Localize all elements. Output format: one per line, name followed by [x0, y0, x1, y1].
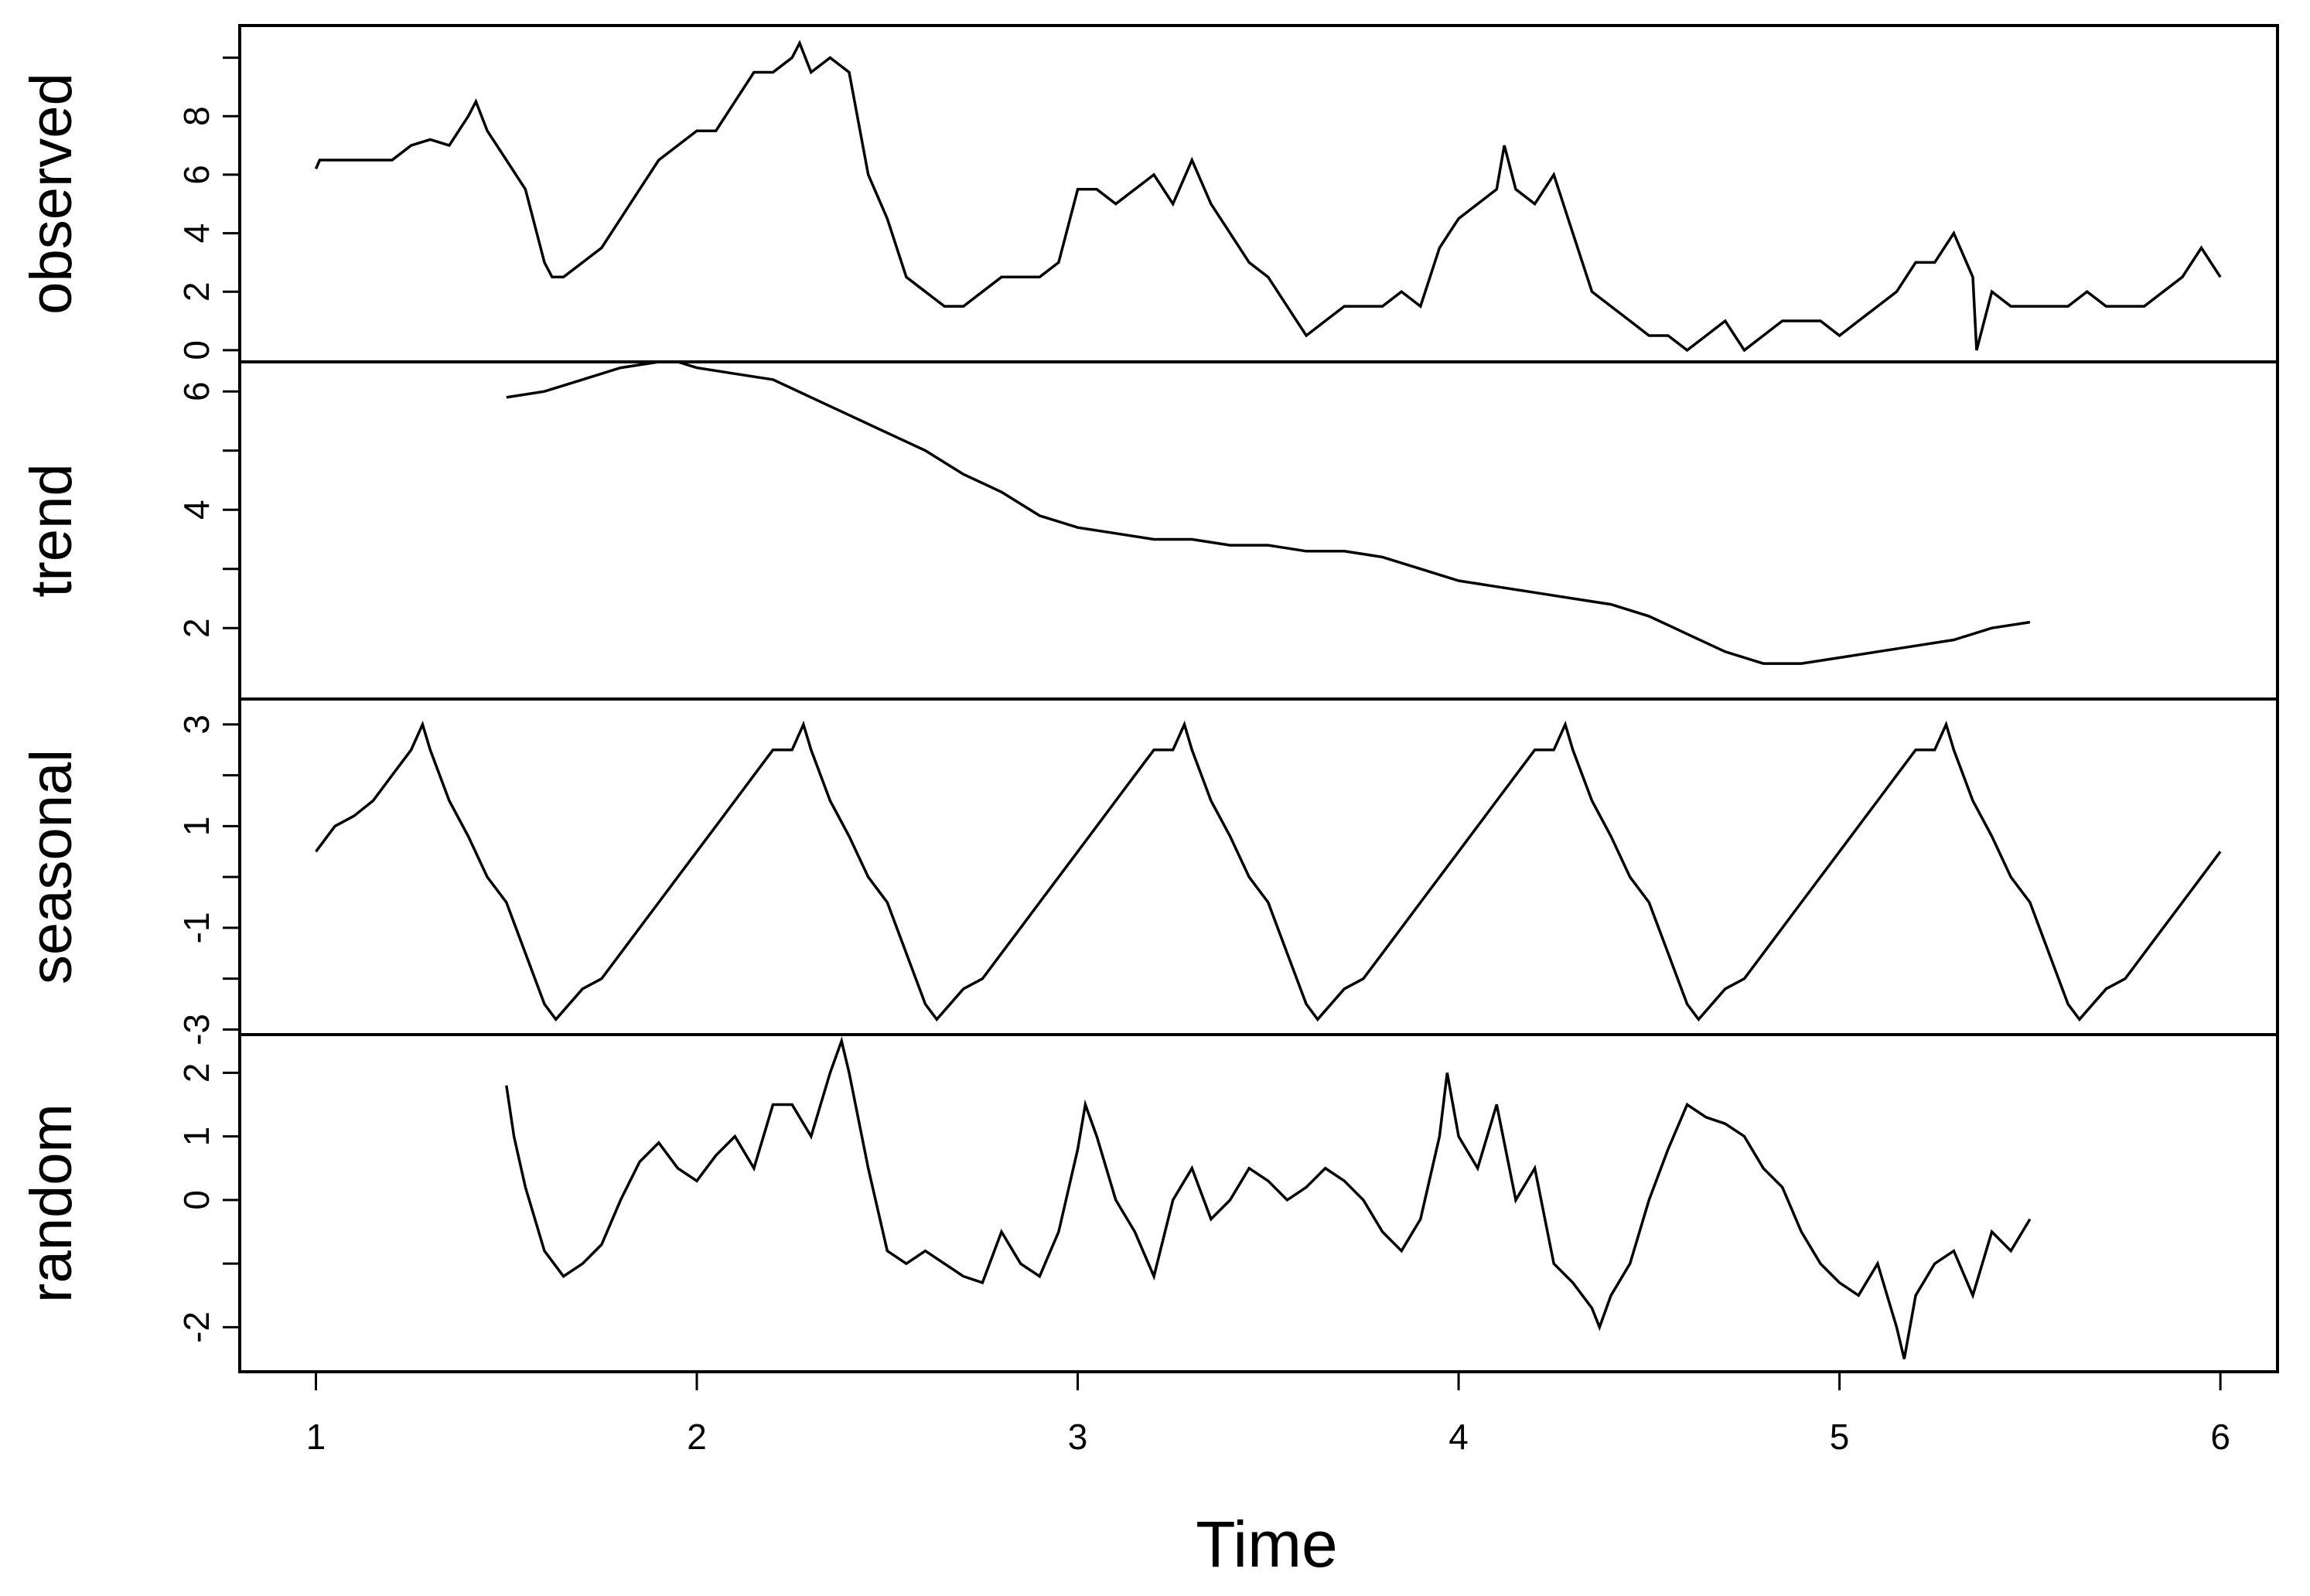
observed-y-tick-label: 0 — [176, 340, 217, 360]
x-tick-label: 4 — [1448, 1417, 1469, 1457]
observed-y-tick-label: 4 — [176, 223, 217, 244]
seasonal-y-tick-label: -3 — [176, 1014, 217, 1045]
observed-series-line — [314, 39, 2222, 353]
x-tick-label: 3 — [1068, 1417, 1088, 1457]
random-y-tick-label: 2 — [176, 1063, 217, 1083]
observed-y-tick-label: 8 — [176, 106, 217, 126]
x-axis: 1 2 3 4 5 6 — [306, 1370, 2230, 1457]
random-panel-frame — [238, 1033, 2279, 1373]
observed-y-tick-label: 6 — [176, 165, 217, 185]
x-tick-label: 5 — [1830, 1417, 1850, 1457]
trend-y-axis-label: trend — [19, 463, 84, 597]
observed-panel: 0 2 4 6 8 observed — [19, 24, 2279, 363]
random-panel: -2 0 2 1 random — [19, 1033, 2279, 1373]
observed-panel-frame — [238, 24, 2279, 363]
seasonal-series-line — [315, 720, 2222, 1022]
random-y-axis-label: random — [19, 1103, 84, 1303]
x-tick-label: 6 — [2210, 1417, 2230, 1457]
seasonal-y-axis-label: seasonal — [19, 749, 84, 984]
x-axis-title: Time — [1196, 1508, 1338, 1581]
x-tick-label: 2 — [687, 1417, 707, 1457]
random-y-tick-label: 1 — [176, 1127, 217, 1147]
x-tick-label: 1 — [306, 1417, 326, 1457]
observed-y-tick-label: 2 — [176, 281, 217, 302]
trend-y-tick-label: 2 — [176, 618, 217, 638]
seasonal-y-tick-label: -1 — [176, 912, 217, 943]
seasonal-panel-frame — [238, 697, 2279, 1036]
random-y-tick-label: -2 — [176, 1311, 217, 1343]
trend-series-line — [506, 360, 2031, 665]
seasonal-panel: 3 1 -1 -3 seasonal — [19, 697, 2279, 1045]
observed-y-axis-label: observed — [19, 73, 84, 315]
trend-y-tick-label: 6 — [176, 381, 217, 401]
random-series-line — [505, 1036, 2032, 1359]
trend-panel-frame — [238, 360, 2279, 701]
seasonal-y-tick-label: 1 — [176, 817, 217, 837]
trend-panel: 2 4 6 trend — [19, 360, 2279, 701]
trend-y-tick-label: 4 — [176, 500, 217, 520]
random-y-tick-label: 0 — [176, 1190, 217, 1210]
seasonal-y-tick-label: 3 — [176, 714, 217, 735]
